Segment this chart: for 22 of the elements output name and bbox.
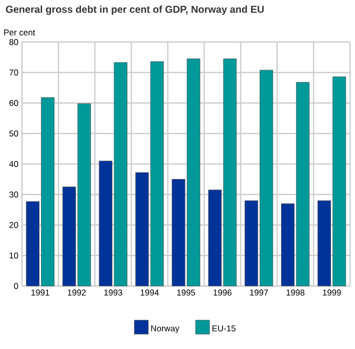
y-tick-label: 70 <box>9 70 18 76</box>
x-tick-label: 1997 <box>250 290 268 296</box>
x-tick-label: 1999 <box>322 290 341 296</box>
x-tick-label: 1996 <box>214 290 232 296</box>
x-tick-label: 1992 <box>68 290 86 296</box>
y-tick-label: 10 <box>10 252 18 259</box>
y-tick-label: 20 <box>9 222 18 228</box>
y-axis-title: Per cent <box>4 30 36 36</box>
x-tick-label: 1991 <box>31 290 50 296</box>
legend-label: Norway <box>151 325 180 334</box>
x-tick-label: 1994 <box>140 290 159 296</box>
y-tick-label: 50 <box>9 130 18 137</box>
chart-title: General gross debt in per cent of GDP, Norway and EU <box>6 6 264 15</box>
x-tick-label: 1995 <box>177 290 196 296</box>
x-tick-label: 1998 <box>286 290 304 296</box>
y-tick-label: 60 <box>9 100 18 106</box>
y-tick-label: 0 <box>14 283 18 290</box>
y-tick-label: 40 <box>9 161 18 168</box>
legend-label: EU-15 <box>212 325 236 332</box>
y-tick-label: 80 <box>9 39 18 46</box>
y-tick-label: 30 <box>9 192 18 198</box>
x-tick-label: 1993 <box>104 290 122 296</box>
